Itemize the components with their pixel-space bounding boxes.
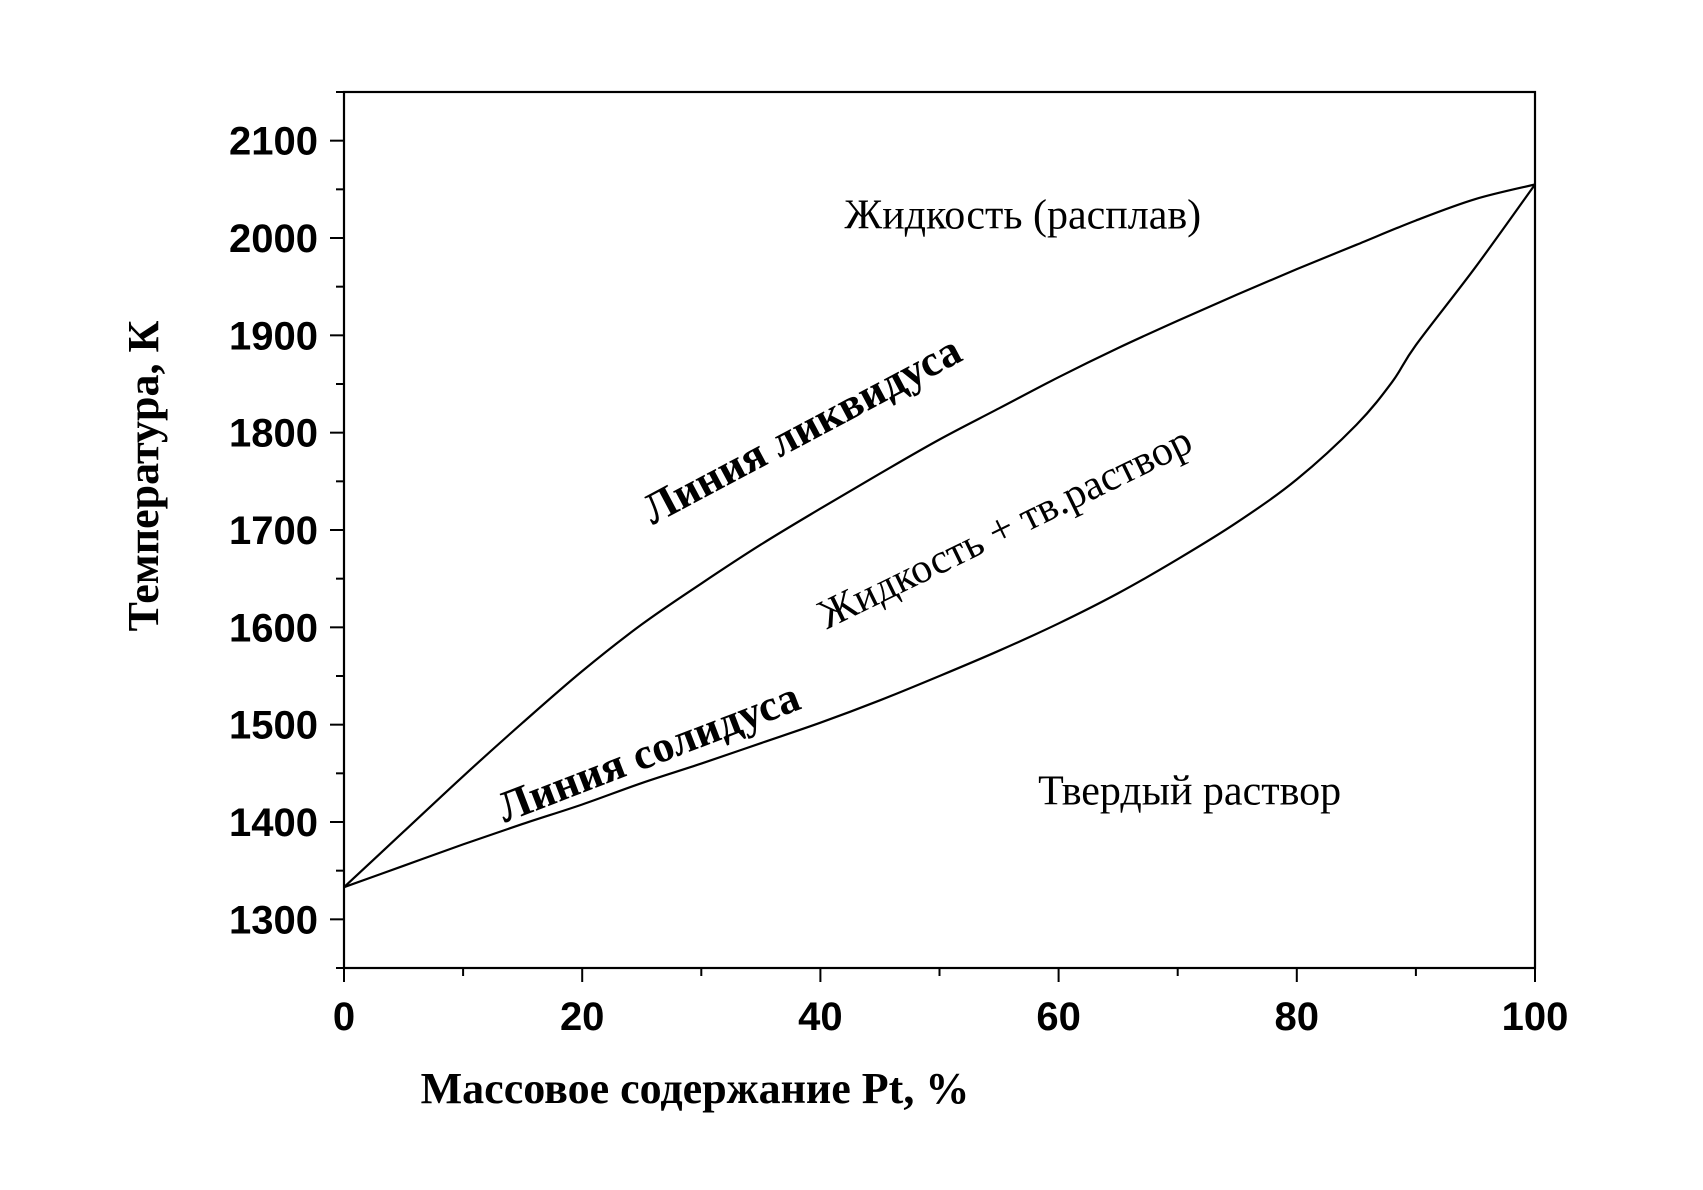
ticks-layer: 0 20 40 60 80 100 1300 1400 1500 1600 1700 1800 1900… xyxy=(229,91,1569,1039)
region-label-solid: Твердый раствор xyxy=(1038,768,1341,814)
x-tick-label: 40 xyxy=(798,995,843,1039)
x-tick-label: 0 xyxy=(333,995,355,1039)
y-tick-label: 1600 xyxy=(229,606,318,650)
y-tick-label: 2100 xyxy=(229,120,318,164)
region-label-two-phase: Жидкость + тв.раствор xyxy=(811,418,1199,639)
solidus-line-label: Линия солидуса xyxy=(490,672,806,832)
x-axis-title: Массовое содержание Pt, % xyxy=(421,1064,970,1113)
x-tick-label: 20 xyxy=(560,995,605,1039)
region-label-liquid: Жидкость (расплав) xyxy=(845,192,1202,238)
y-tick-label: 1800 xyxy=(229,412,318,456)
y-axis-title: Температура, К xyxy=(119,321,168,632)
y-tick-label: 1400 xyxy=(229,801,318,845)
labels-layer: Жидкость (расплав) Жидкость + тв.раствор… xyxy=(490,192,1341,832)
plot-frame xyxy=(342,90,1537,970)
liquidus-curve xyxy=(343,183,1536,889)
solidus-curve xyxy=(343,183,1536,889)
y-tick-label: 1900 xyxy=(229,314,318,358)
y-tick-label: 1700 xyxy=(229,509,318,553)
x-tick-label: 60 xyxy=(1036,995,1081,1039)
y-tick-label: 1500 xyxy=(229,704,318,748)
liquidus-line-label: Линия ликвидуса xyxy=(634,325,969,534)
curves-layer xyxy=(343,183,1536,889)
x-tick-label: 100 xyxy=(1502,995,1569,1039)
x-tick-label: 80 xyxy=(1275,995,1320,1039)
y-tick-label: 2000 xyxy=(229,217,318,261)
y-tick-label: 1300 xyxy=(229,898,318,942)
